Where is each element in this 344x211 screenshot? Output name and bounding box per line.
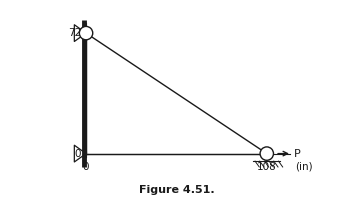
Text: 72: 72: [68, 28, 81, 38]
Circle shape: [260, 147, 273, 160]
Text: (in): (in): [295, 162, 313, 172]
Text: P: P: [293, 149, 300, 159]
Text: Figure 4.51.: Figure 4.51.: [139, 185, 214, 195]
Text: 0: 0: [83, 162, 89, 172]
Circle shape: [79, 26, 93, 40]
Text: 108: 108: [257, 162, 277, 172]
Text: 0: 0: [75, 149, 81, 159]
